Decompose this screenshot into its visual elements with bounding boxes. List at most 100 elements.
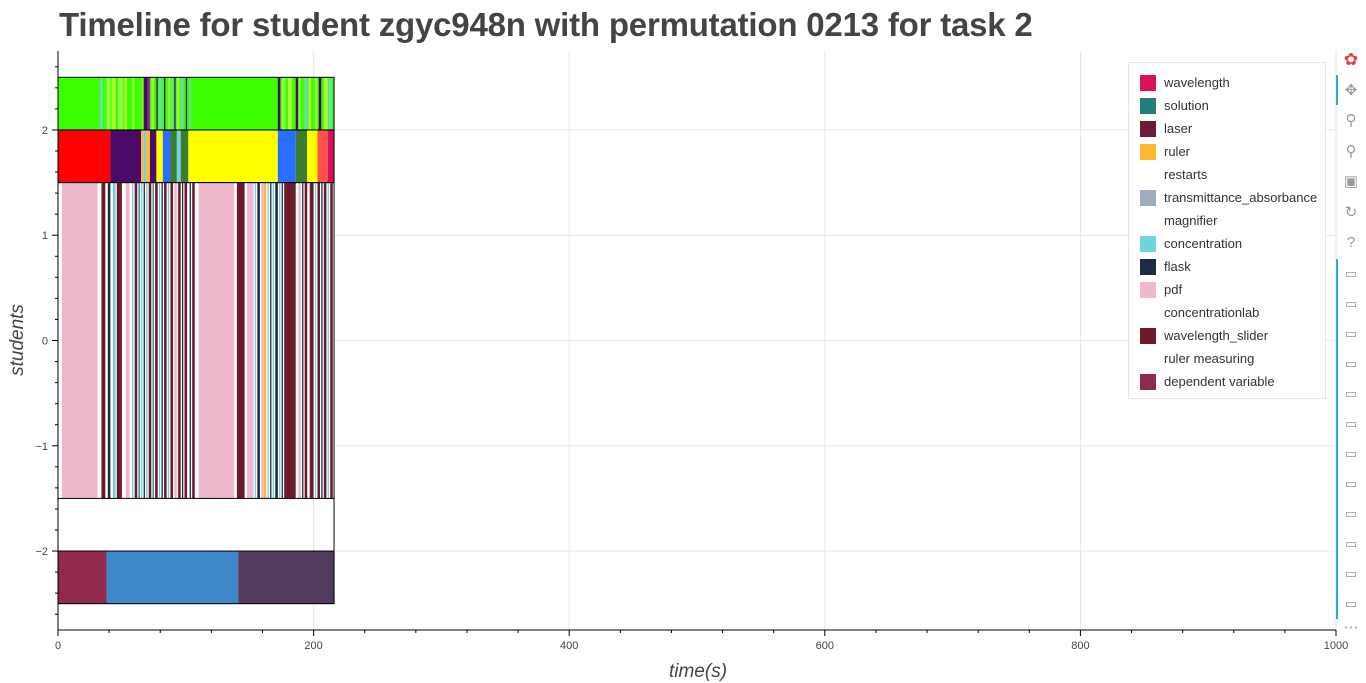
timeline-bar [170,129,177,183]
hover-tool-icon[interactable]: ▭ [1344,296,1358,311]
timeline-bar [158,77,162,130]
hover-tool-icon[interactable]: ▭ [1344,476,1358,491]
timeline-bar [267,182,269,499]
legend-swatch [1140,351,1156,367]
legend-item[interactable]: concentration [1129,232,1325,255]
timeline-bar [147,77,151,130]
timeline-bar [192,182,195,499]
pan-icon[interactable]: ✥ [1344,81,1358,99]
timeline-bar [189,77,191,130]
timeline-bar [164,182,167,499]
timeline-bar [298,77,301,130]
bokeh-logo-icon[interactable]: ✿ [1343,50,1359,69]
legend-item[interactable]: concentrationlab [1129,301,1325,324]
timeline-bar [181,182,184,499]
timeline-bar [106,551,239,604]
legend-label: solution [1164,98,1209,113]
hover-tool-icon[interactable]: ▭ [1344,416,1358,431]
timeline-bar [155,182,158,499]
timeline-bars [58,77,335,604]
hover-tool-icon[interactable]: ▭ [1344,386,1358,401]
timeline-bar [170,182,174,499]
timeline-bar [164,77,166,130]
timeline-bar [132,182,134,499]
x-axis-label: time(s) [669,661,727,682]
wheel-zoom-icon[interactable]: ⚲ [1345,142,1357,160]
timeline-bar [112,182,116,499]
timeline-bar [309,182,314,499]
legend-swatch [1140,97,1156,114]
hover-tool-icon[interactable]: ▭ [1344,326,1358,341]
hover-tool-icon[interactable]: ▭ [1344,596,1358,611]
legend-swatch [1140,167,1156,183]
hover-tool-icon[interactable]: ▭ [1344,536,1358,551]
timeline-bar [261,182,264,499]
timeline-bar [134,182,138,499]
timeline-bar [61,182,98,499]
legend-swatch [1140,281,1156,298]
legend-item[interactable]: pdf [1129,278,1325,301]
x-tick-label: 400 [560,640,578,652]
timeline-bar [317,129,328,183]
legend-item[interactable]: laser [1129,117,1325,140]
legend-label: laser [1164,121,1193,136]
hover-tool-icon[interactable]: ▭ [1344,266,1358,281]
timeline-bar [323,182,327,499]
timeline-bar [304,77,308,130]
timeline-bar [327,182,329,499]
timeline-bar [272,182,274,499]
timeline-bar [198,182,235,499]
legend-item[interactable]: restarts [1129,163,1325,186]
legend-label: concentration [1164,236,1243,251]
hover-tool-icon[interactable]: ▭ [1344,446,1358,461]
y-tick-label: 1 [42,230,48,242]
timeline-bar [176,129,181,183]
timeline-bar [281,77,286,130]
legend-item[interactable]: ruler measuring [1129,347,1325,370]
legend-swatch [1140,327,1156,344]
timeline-bar [281,182,283,499]
legend-swatch [1140,120,1156,137]
timeline-bar [189,182,191,499]
hover-tool-icon[interactable]: ▭ [1344,566,1358,581]
x-tick-label: 600 [816,640,834,652]
legend-item[interactable]: transmittance_absorbance [1129,186,1325,209]
legend-item[interactable]: wavelength_slider [1129,324,1325,347]
timeline-bar [143,129,147,183]
timeline-bar [270,182,272,499]
legend-item[interactable]: dependent variable [1129,370,1325,393]
timeline-bar [277,129,296,183]
timeline-bar [254,182,257,499]
reset-icon[interactable]: ↻ [1344,203,1358,221]
timeline-bar [238,551,335,604]
timeline-bar [247,182,254,499]
timeline-bar [146,182,148,499]
toolbar: ✿ ✥ ⚲ ⚲ ▣ ↻? ▭ ▭ ▭ ▭ ▭ ▭ ▭ ▭ ▭ ▭ ▭ ▭ ⋯ [1336,44,1366,683]
help-icon[interactable]: ? [1346,234,1356,251]
legend-swatch [1140,235,1156,252]
legend-label: wavelength_slider [1164,328,1269,343]
legend-item[interactable]: ruler [1129,140,1325,163]
legend-item[interactable]: wavelength [1129,71,1325,94]
hover-tool-icon[interactable]: ▭ [1344,356,1358,371]
legend-swatch [1140,143,1156,160]
timeline-bar [180,77,184,130]
legend-item[interactable]: solution [1129,94,1325,117]
timeline-bar [152,182,154,499]
timeline-bar [116,182,122,499]
timeline-bar [302,182,304,499]
hover-tool-icon[interactable]: ▭ [1344,506,1358,521]
save-icon[interactable]: ▣ [1343,173,1359,190]
timeline-bar [100,77,103,130]
more-tools-icon[interactable]: ⋯ [1343,619,1359,636]
legend-item[interactable]: magnifier [1129,209,1325,232]
y-tick-label: −1 [35,441,48,453]
timeline-bar [314,182,317,499]
legend-item[interactable]: flask [1129,255,1325,278]
timeline-bar [288,77,292,130]
timeline-bar [148,182,152,499]
timeline-bar [321,182,323,499]
timeline-bar [151,77,154,130]
box-zoom-icon[interactable]: ⚲ [1345,112,1357,129]
